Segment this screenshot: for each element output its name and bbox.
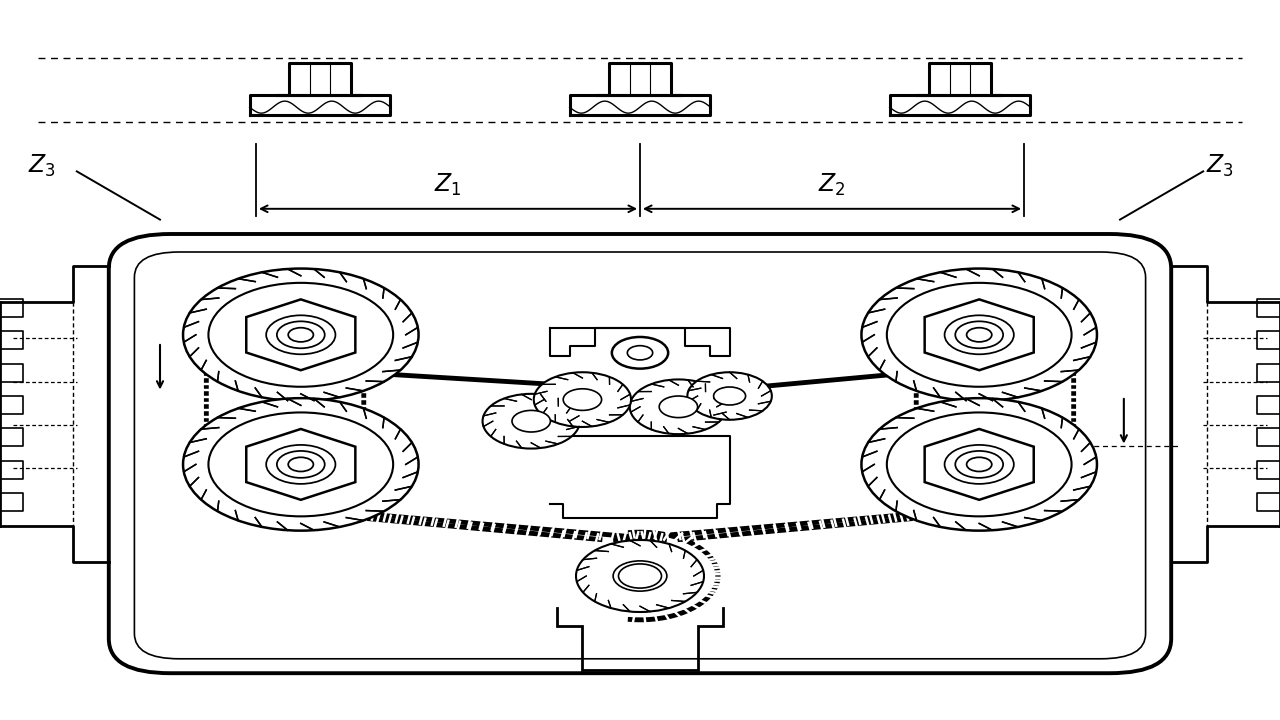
Circle shape bbox=[966, 457, 992, 472]
Polygon shape bbox=[246, 429, 356, 500]
FancyBboxPatch shape bbox=[109, 234, 1171, 673]
Circle shape bbox=[627, 346, 653, 360]
Polygon shape bbox=[550, 436, 730, 518]
Circle shape bbox=[612, 337, 668, 369]
Circle shape bbox=[483, 394, 580, 449]
Circle shape bbox=[955, 321, 1004, 348]
Circle shape bbox=[687, 372, 772, 420]
Circle shape bbox=[887, 283, 1071, 387]
Circle shape bbox=[266, 445, 335, 484]
Circle shape bbox=[966, 328, 992, 342]
Polygon shape bbox=[924, 429, 1034, 500]
Text: $Z_3$: $Z_3$ bbox=[1206, 153, 1234, 179]
Circle shape bbox=[945, 315, 1014, 354]
Circle shape bbox=[630, 379, 727, 434]
Text: $Z_1$: $Z_1$ bbox=[434, 172, 462, 198]
Circle shape bbox=[266, 315, 335, 354]
Circle shape bbox=[945, 445, 1014, 484]
Circle shape bbox=[288, 457, 314, 472]
Circle shape bbox=[276, 451, 325, 478]
Circle shape bbox=[887, 413, 1071, 516]
Circle shape bbox=[714, 387, 745, 405]
Polygon shape bbox=[924, 300, 1034, 370]
Circle shape bbox=[209, 413, 393, 516]
Circle shape bbox=[183, 269, 419, 401]
Circle shape bbox=[613, 561, 667, 591]
Polygon shape bbox=[557, 608, 723, 670]
Polygon shape bbox=[570, 95, 710, 115]
Circle shape bbox=[861, 269, 1097, 401]
Circle shape bbox=[276, 321, 325, 348]
Polygon shape bbox=[890, 95, 1030, 115]
Polygon shape bbox=[919, 63, 1001, 95]
Circle shape bbox=[861, 398, 1097, 531]
Circle shape bbox=[659, 396, 698, 418]
Circle shape bbox=[288, 328, 314, 342]
Polygon shape bbox=[550, 328, 730, 356]
Polygon shape bbox=[279, 63, 361, 95]
Circle shape bbox=[576, 540, 704, 612]
Circle shape bbox=[563, 389, 602, 410]
Circle shape bbox=[618, 564, 662, 588]
Circle shape bbox=[209, 283, 393, 387]
Polygon shape bbox=[599, 63, 681, 95]
Text: $Z_3$: $Z_3$ bbox=[28, 153, 56, 179]
Polygon shape bbox=[246, 300, 356, 370]
Circle shape bbox=[534, 372, 631, 427]
Polygon shape bbox=[250, 95, 390, 115]
Circle shape bbox=[955, 451, 1004, 478]
Circle shape bbox=[183, 398, 419, 531]
Circle shape bbox=[512, 410, 550, 432]
Text: $Z_2$: $Z_2$ bbox=[818, 172, 846, 198]
